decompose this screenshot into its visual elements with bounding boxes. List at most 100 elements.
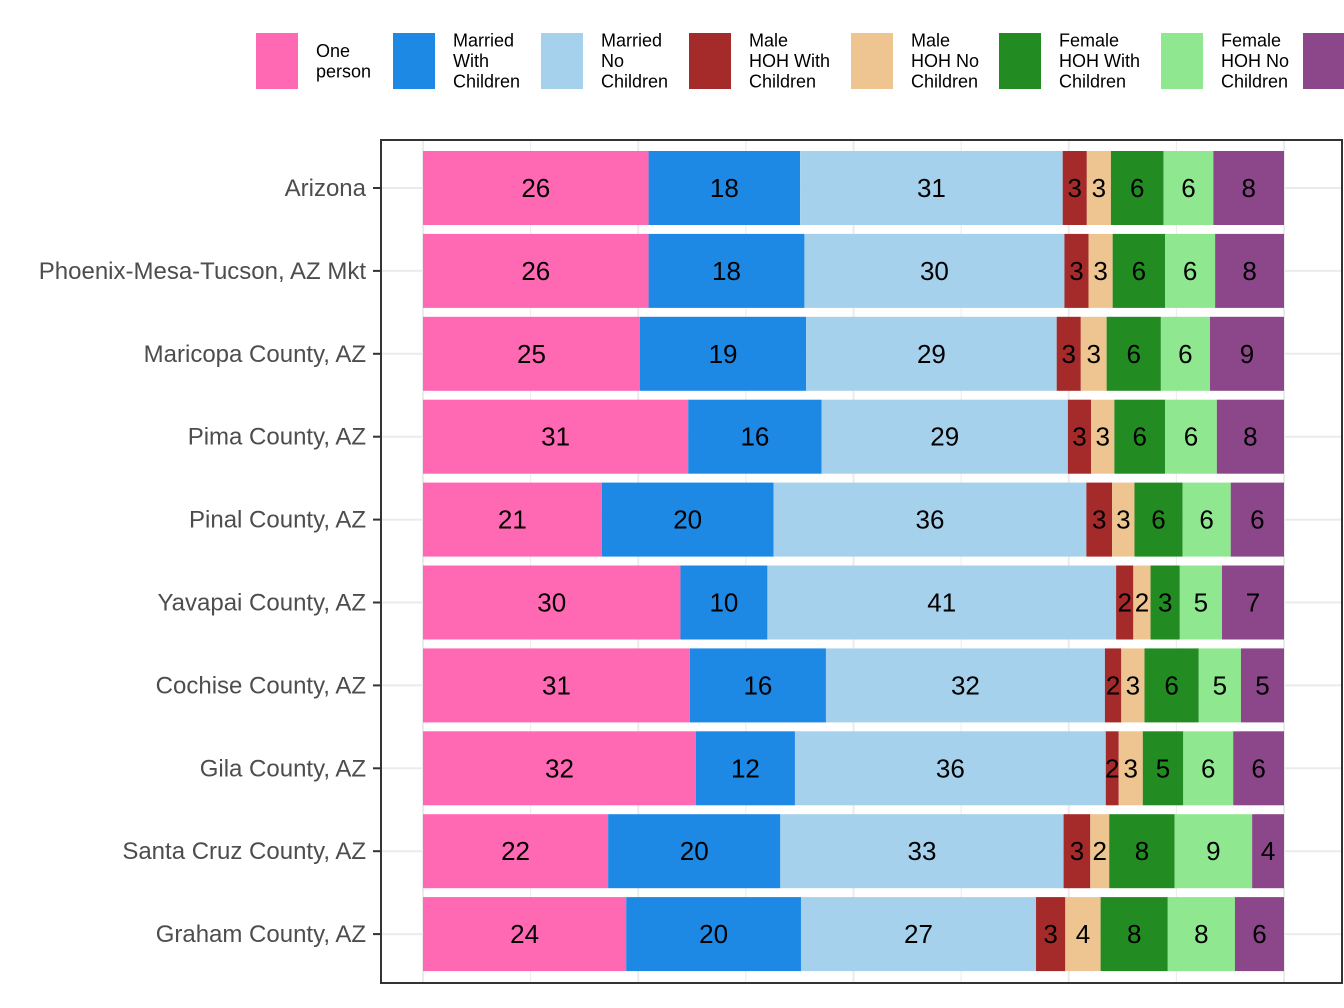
bar-segment bbox=[1230, 482, 1284, 557]
bar-segment bbox=[806, 316, 1057, 391]
data-label: 3 bbox=[1126, 670, 1140, 700]
data-label: 16 bbox=[740, 422, 769, 452]
data-label: 6 bbox=[1164, 670, 1178, 700]
data-label: 21 bbox=[498, 505, 527, 535]
data-label: 4 bbox=[1076, 919, 1090, 949]
bar-segment bbox=[1112, 482, 1135, 557]
legend-key bbox=[1161, 33, 1203, 89]
data-label: 3 bbox=[1092, 173, 1106, 203]
bar-segment bbox=[804, 233, 1065, 308]
legend-label: person bbox=[316, 61, 371, 81]
bar-segment bbox=[1213, 151, 1284, 225]
bar-segment bbox=[423, 399, 689, 474]
data-label: 3 bbox=[1070, 836, 1084, 866]
data-label: 32 bbox=[545, 753, 574, 783]
legend-label: Male bbox=[749, 31, 788, 51]
bar-segment bbox=[1160, 316, 1210, 391]
data-label: 18 bbox=[710, 173, 739, 203]
legend-key bbox=[999, 33, 1041, 89]
data-label: 25 bbox=[517, 339, 546, 369]
bar-segment bbox=[1144, 648, 1199, 723]
data-label: 2 bbox=[1117, 588, 1131, 618]
bar-segment bbox=[1064, 233, 1089, 308]
data-label: 3 bbox=[1158, 588, 1172, 618]
data-label: 31 bbox=[541, 422, 570, 452]
data-label: 3 bbox=[1072, 422, 1086, 452]
legend-label: Male bbox=[911, 31, 950, 51]
bar-segment bbox=[1233, 731, 1284, 806]
bar-segment bbox=[601, 482, 774, 557]
legend-key bbox=[689, 33, 731, 89]
data-label: 26 bbox=[521, 256, 550, 286]
data-label: 6 bbox=[1132, 256, 1146, 286]
bar-segment bbox=[825, 648, 1105, 723]
legend-label: Children bbox=[601, 72, 668, 92]
bar-segment bbox=[1179, 565, 1223, 640]
legend-label: HOH With bbox=[1059, 51, 1140, 71]
legend-label: Children bbox=[749, 72, 816, 92]
bar-segment bbox=[648, 233, 805, 308]
bar-segment bbox=[1065, 897, 1101, 972]
bar-segment bbox=[1080, 316, 1107, 391]
data-label: 6 bbox=[1252, 919, 1266, 949]
bar-segment bbox=[1142, 731, 1184, 806]
data-label: 5 bbox=[1194, 588, 1208, 618]
bar-segment bbox=[780, 814, 1064, 889]
legend-label: Female bbox=[1059, 31, 1119, 51]
data-label: 2 bbox=[1106, 670, 1120, 700]
bar-segment bbox=[1109, 814, 1175, 889]
data-label: 6 bbox=[1127, 339, 1141, 369]
bar-segment bbox=[1165, 233, 1216, 308]
bar-segment bbox=[423, 814, 609, 889]
bar-segment bbox=[1105, 731, 1119, 806]
legend-key bbox=[541, 33, 583, 89]
data-label: 36 bbox=[916, 505, 945, 535]
data-label: 8 bbox=[1241, 173, 1255, 203]
legend-key bbox=[851, 33, 893, 89]
bar-segment bbox=[1118, 731, 1143, 806]
bar-segment bbox=[1036, 897, 1066, 972]
legend-key bbox=[393, 33, 435, 89]
bar-segment bbox=[1165, 399, 1217, 474]
legend-label: Married bbox=[601, 31, 662, 51]
y-tick-label: Phoenix-Mesa-Tucson, AZ Mkt bbox=[39, 258, 367, 285]
bar-segment bbox=[1134, 482, 1183, 557]
bar-segment bbox=[1104, 648, 1122, 723]
y-tick-label: Pima County, AZ bbox=[188, 424, 366, 451]
y-tick-label: Cochise County, AZ bbox=[156, 672, 366, 699]
bar-segment bbox=[1216, 399, 1284, 474]
y-tick-label: Pinal County, AZ bbox=[189, 507, 366, 534]
bar-segment bbox=[1234, 897, 1284, 972]
bar-segment bbox=[1091, 399, 1115, 474]
bar-segment bbox=[423, 316, 640, 391]
legend-label: Children bbox=[911, 72, 978, 92]
bar-segment bbox=[1063, 814, 1091, 889]
data-label: 6 bbox=[1130, 173, 1144, 203]
data-label: 20 bbox=[673, 505, 702, 535]
bar-segment bbox=[1106, 316, 1161, 391]
bar-segment bbox=[1150, 565, 1180, 640]
data-label: 24 bbox=[510, 919, 539, 949]
bar-segment bbox=[626, 897, 801, 972]
data-label: 3 bbox=[1092, 505, 1106, 535]
legend-label: Children bbox=[1059, 72, 1126, 92]
data-label: 12 bbox=[731, 753, 760, 783]
y-tick-label: Gila County, AZ bbox=[200, 755, 366, 782]
data-label: 6 bbox=[1178, 339, 1192, 369]
bar-segment bbox=[1183, 731, 1234, 806]
data-label: 8 bbox=[1242, 256, 1256, 286]
legend-key bbox=[1303, 33, 1344, 89]
y-tick-label: Arizona bbox=[285, 175, 367, 202]
bar-segment bbox=[648, 151, 801, 225]
bar-segment bbox=[423, 151, 649, 225]
data-label: 8 bbox=[1243, 422, 1257, 452]
legend-key bbox=[256, 33, 298, 89]
data-label: 3 bbox=[1096, 422, 1110, 452]
bar-segment bbox=[1198, 648, 1241, 723]
data-label: 3 bbox=[1086, 339, 1100, 369]
legend-label: No bbox=[601, 51, 624, 71]
data-label: 6 bbox=[1151, 505, 1165, 535]
bar-segment bbox=[1116, 565, 1134, 640]
legend-label: HOH With bbox=[749, 51, 830, 71]
data-label: 31 bbox=[917, 173, 946, 203]
